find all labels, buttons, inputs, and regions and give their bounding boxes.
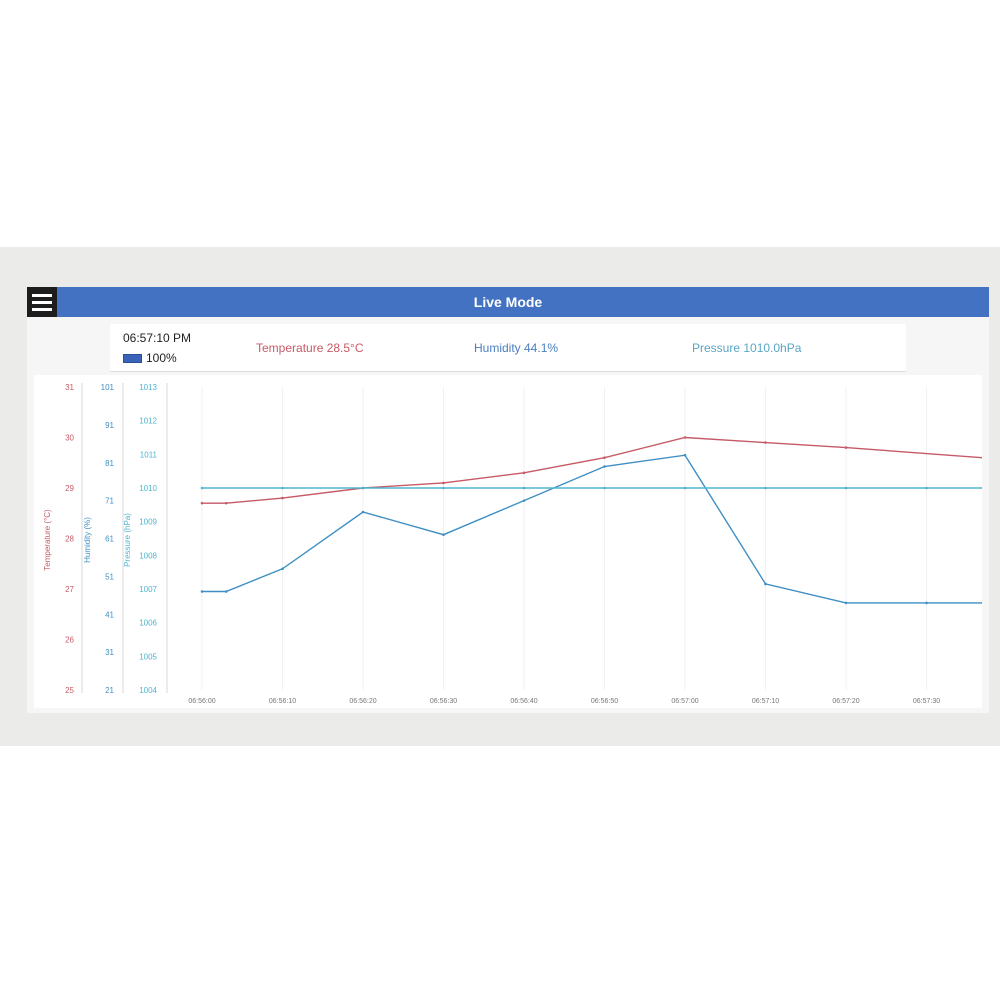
x-tick-label: 06:57:00 <box>671 698 698 705</box>
y-tick-label: 1012 <box>139 417 157 426</box>
title-bar: Live Mode <box>27 287 989 317</box>
data-point <box>361 510 365 514</box>
status-panel: 06:57:10 PM 100% Temperature 28.5°C Humi… <box>110 324 906 372</box>
live-chart: 31 30 29 28 27 26 25 Temperature (°C) 101 91 81 71 6… <box>43 383 982 705</box>
y-tick-label: 101 <box>101 383 115 392</box>
data-point <box>281 567 284 571</box>
data-point <box>844 601 848 605</box>
series-line-humidity <box>202 454 982 604</box>
data-point <box>925 486 928 490</box>
y-axis-title: Pressure (hPa) <box>123 513 132 567</box>
data-point <box>200 590 204 593</box>
page-title: Live Mode <box>473 294 543 310</box>
y-tick-label: 29 <box>65 484 74 493</box>
y-tick-label: 31 <box>65 383 74 392</box>
humidity-reading: Humidity 44.1% <box>474 341 559 355</box>
app-window: Live Mode 06:57:10 PM 100% Temperature 2… <box>0 247 1000 746</box>
y-tick-label: 1011 <box>140 450 158 459</box>
data-point <box>522 471 526 475</box>
y-tick-label: 61 <box>105 535 114 544</box>
y-tick-label: 1009 <box>139 518 157 527</box>
battery-level: 100% <box>146 351 177 365</box>
data-point <box>281 496 284 500</box>
data-point <box>224 590 228 593</box>
y-tick-label: 31 <box>105 648 114 657</box>
menu-bar-line <box>32 308 52 311</box>
y-tick-label: 26 <box>65 636 74 645</box>
y-tick-label: 1008 <box>139 551 157 560</box>
y-tick-label: 81 <box>105 459 114 468</box>
y-tick-label: 91 <box>105 421 114 430</box>
y-tick-label: 30 <box>65 434 74 443</box>
x-tick-label: 06:56:40 <box>510 698 537 705</box>
data-point <box>683 486 687 490</box>
pressure-reading: Pressure 1010.0hPa <box>692 341 802 355</box>
data-point <box>603 486 606 490</box>
data-point <box>764 441 767 444</box>
data-point <box>281 486 284 490</box>
y-tick-label: 21 <box>105 686 114 695</box>
x-tick-label: 06:56:50 <box>591 698 618 705</box>
y-tick-label: 1006 <box>139 619 157 628</box>
data-point <box>442 481 445 485</box>
data-point <box>200 501 204 505</box>
data-point <box>683 436 687 439</box>
live-chart-panel: 31 30 29 28 27 26 25 Temperature (°C) 101 91 81 71 6… <box>34 375 982 708</box>
data-point <box>925 601 928 605</box>
data-point <box>522 499 526 502</box>
main-content: 06:57:10 PM 100% Temperature 28.5°C Humi… <box>27 317 989 713</box>
battery-icon <box>123 353 142 363</box>
data-point <box>764 486 767 490</box>
y-tick-label: 1004 <box>139 686 157 695</box>
x-tick-label: 06:57:10 <box>752 698 779 705</box>
y-tick-label: 1007 <box>139 585 157 594</box>
clock-time: 06:57:10 PM <box>123 331 192 345</box>
data-point <box>361 486 365 490</box>
data-point <box>844 486 848 490</box>
y-axis-title: Humidity (%) <box>83 517 92 563</box>
y-tick-label: 1013 <box>139 383 157 392</box>
y-tick-label: 1010 <box>139 484 157 493</box>
y-tick-label: 27 <box>65 585 74 594</box>
data-point <box>844 446 848 449</box>
series-line-temperature <box>202 436 982 504</box>
battery-status: 100% <box>123 351 177 365</box>
y-axis-title: Temperature (°C) <box>43 509 52 571</box>
x-tick-label: 06:57:30 <box>913 698 940 705</box>
data-point <box>683 453 687 457</box>
x-tick-label: 06:56:10 <box>269 698 296 705</box>
data-point <box>603 456 606 459</box>
data-point <box>224 501 228 505</box>
hamburger-menu-icon[interactable] <box>27 287 57 317</box>
y-tick-label: 28 <box>65 535 74 544</box>
x-tick-label: 06:56:20 <box>349 698 376 705</box>
y-tick-label: 25 <box>65 686 74 695</box>
temperature-reading: Temperature 28.5°C <box>256 341 364 355</box>
x-tick-label: 06:56:30 <box>430 698 457 705</box>
data-point <box>442 486 445 490</box>
menu-bar-line <box>32 301 52 304</box>
x-tick-label: 06:57:20 <box>832 698 859 705</box>
x-tick-label: 06:56:00 <box>188 698 215 705</box>
data-point <box>764 582 767 586</box>
y-tick-label: 71 <box>105 497 114 506</box>
y-tick-label: 1005 <box>139 652 157 661</box>
y-tick-label: 41 <box>105 610 114 619</box>
data-point <box>442 533 445 537</box>
y-tick-label: 51 <box>105 572 114 581</box>
data-point <box>603 465 606 468</box>
menu-bar-line <box>32 294 52 297</box>
data-point <box>522 486 526 490</box>
data-point <box>200 486 204 490</box>
